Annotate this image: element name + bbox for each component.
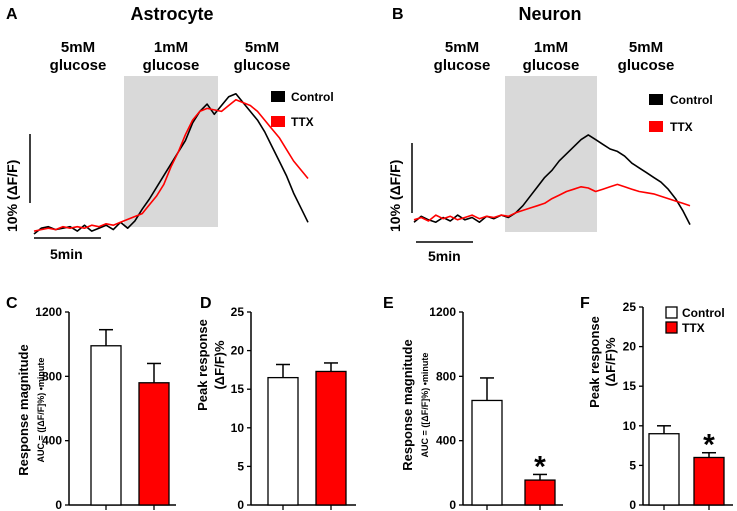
panel-f-y-sublabel: (ΔF/F)%	[603, 337, 618, 386]
panel-f-legend-control-swatch	[665, 306, 678, 319]
panel-d-tick-label-3: 15	[231, 382, 245, 396]
panel-f-bar-control	[648, 433, 680, 506]
panel-c-y-sublabel: AUC = ([ΔF/F]%) •minute	[36, 358, 46, 463]
panel-f-legend-ttx-swatch	[665, 321, 678, 334]
panel-letter-e: E	[383, 295, 394, 312]
panel-f-tick-label-0: 0	[629, 498, 636, 511]
panel-b-baseline-glucose: glucose	[434, 57, 491, 74]
panel-a-title: Astrocyte	[130, 4, 213, 24]
panel-d-tick-label-0: 0	[237, 498, 244, 511]
panel-a-baseline-mM: 5mM	[61, 39, 95, 56]
panel-b-legend-control-swatch	[649, 94, 663, 105]
panel-f-plot: 0 5 10 15 20 25 *	[623, 300, 733, 511]
panel-f-tick-label-2: 10	[623, 419, 637, 433]
panel-b-x-scale-label: 5min	[428, 248, 461, 264]
panel-e-tick-label-3: 1200	[429, 305, 456, 319]
panel-d: D Peak response (ΔF/F)% 0 5 10 15 20 25	[195, 295, 356, 511]
panel-a-low-glucose: glucose	[143, 57, 200, 74]
panel-letter-f: F	[580, 295, 590, 312]
panel-b-ttx-trace	[413, 183, 691, 222]
panel-b-title: Neuron	[519, 4, 582, 24]
panel-d-bar-control	[267, 376, 299, 506]
panel-f-tick-label-4: 20	[623, 340, 637, 354]
panel-letter-d: D	[200, 295, 212, 312]
panel-a-legend-control-swatch	[271, 91, 285, 102]
panel-c-y-label: Response magnitude	[16, 344, 31, 475]
panel-b: B Neuron 5mM glucose 1mM glucose 5mM glu…	[387, 4, 713, 264]
panel-d-tick-label-4: 20	[231, 344, 245, 358]
panel-a-ttx-trace	[33, 98, 309, 232]
panel-a-legend-ttx-swatch	[271, 116, 285, 127]
panel-letter-a: A	[6, 6, 18, 23]
panel-f-y-label: Peak response	[587, 316, 602, 408]
panel-d-tick-label-5: 25	[231, 305, 245, 319]
panel-c-tick-label-2: 800	[42, 369, 62, 383]
panel-f-tick-label-3: 15	[623, 379, 637, 393]
panel-b-low-mM: 1mM	[534, 39, 568, 56]
panel-b-low-glucose-shade	[505, 76, 597, 232]
panel-b-low-glucose: glucose	[523, 57, 580, 74]
panel-a-baseline-glucose: glucose	[50, 57, 107, 74]
panel-a-y-scale-label: 10% (ΔF/F)	[4, 160, 20, 232]
panel-d-plot: 0 5 10 15 20 25	[231, 305, 356, 511]
panel-c-tick-label-3: 1200	[35, 305, 62, 319]
panel-f: F Peak response (ΔF/F)% 0 5 10 15 20 25 * Cont…	[580, 295, 733, 511]
panel-e: E Response magnitude AUC = ([ΔF/F]%) •mi…	[383, 295, 563, 511]
panel-f-legend-control: Control	[682, 306, 725, 320]
panel-e-bar-ttx	[524, 479, 556, 506]
panel-c-plot: 0 400 800 1200	[35, 305, 176, 511]
panel-a-recovery-mM: 5mM	[245, 39, 279, 56]
panel-d-bar-ttx	[315, 370, 347, 506]
panel-e-tick-label-1: 400	[436, 434, 456, 448]
panel-a-legend-control: Control	[291, 90, 334, 104]
panel-a-control-trace	[33, 93, 309, 235]
panel-f-significance-1: *	[703, 429, 715, 462]
panel-e-y-sublabel: AUC = ([ΔF/F]%) •minute	[420, 353, 430, 458]
panel-a-low-glucose-shade	[124, 76, 218, 227]
panel-e-y-label: Response magnitude	[400, 339, 415, 470]
panel-e-tick-label-0: 0	[449, 498, 456, 511]
panel-a-low-mM: 1mM	[154, 39, 188, 56]
panel-b-y-scale-label: 10% (ΔF/F)	[387, 160, 403, 232]
panel-e-bar-control	[471, 399, 503, 506]
panel-e-plot: 0 400 800 1200 *	[429, 305, 563, 511]
panel-c-bar-ttx	[138, 382, 170, 506]
panel-c-tick-label-0: 0	[55, 498, 62, 511]
panel-b-legend-ttx: TTX	[670, 120, 693, 134]
panel-e-significance-1: *	[534, 450, 546, 483]
panel-b-legend-control: Control	[670, 93, 713, 107]
panel-b-recovery-glucose: glucose	[618, 57, 675, 74]
panel-f-bar-ttx	[693, 456, 725, 506]
panel-e-tick-label-2: 800	[436, 369, 456, 383]
panel-a-recovery-glucose: glucose	[234, 57, 291, 74]
panel-d-y-sublabel: (ΔF/F)%	[212, 340, 227, 389]
panel-b-control-trace	[413, 134, 691, 225]
panel-a-legend-ttx: TTX	[291, 115, 314, 129]
panel-c: C Response magnitude AUC = ([ΔF/F]%) •mi…	[6, 295, 176, 511]
panel-b-legend-ttx-swatch	[649, 121, 663, 132]
panel-b-baseline-mM: 5mM	[445, 39, 479, 56]
panel-d-tick-label-1: 5	[237, 459, 244, 473]
panel-letter-b: B	[392, 6, 404, 23]
panel-f-tick-label-1: 5	[629, 458, 636, 472]
panel-d-tick-label-2: 10	[231, 421, 245, 435]
panel-f-tick-label-5: 25	[623, 300, 637, 314]
panel-a: A Astrocyte 5mM glucose 1mM glucose 5mM …	[4, 4, 334, 262]
panel-letter-c: C	[6, 295, 18, 312]
panel-b-recovery-mM: 5mM	[629, 39, 663, 56]
panel-c-bar-control	[90, 345, 122, 506]
panel-f-legend-ttx: TTX	[682, 321, 705, 335]
panel-c-tick-label-1: 400	[42, 434, 62, 448]
panel-a-x-scale-label: 5min	[50, 246, 83, 262]
panel-d-y-label: Peak response	[195, 319, 210, 411]
